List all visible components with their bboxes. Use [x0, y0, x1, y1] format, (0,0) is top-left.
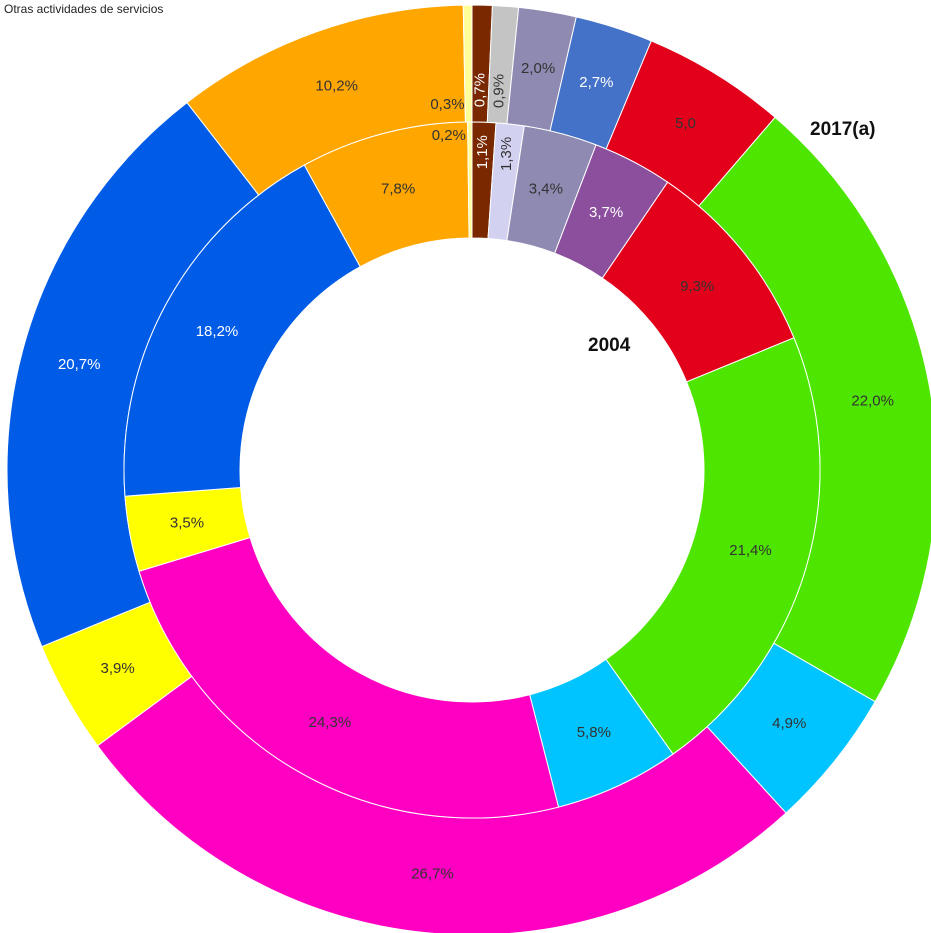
data-label: 26,7%	[411, 866, 454, 883]
data-label: 2,7%	[579, 74, 613, 91]
data-label: 0,7%	[471, 73, 488, 107]
data-label: 5,0	[675, 115, 696, 132]
data-label: 3,9%	[101, 660, 135, 677]
series-label: 2017(a)	[810, 119, 876, 140]
data-label: 18,2%	[196, 323, 239, 340]
data-label: 24,3%	[309, 714, 352, 731]
data-label: 0,3%	[430, 96, 464, 113]
series-label: 2004	[588, 335, 631, 356]
data-label: 10,2%	[315, 78, 358, 95]
data-label: 1,3%	[498, 137, 515, 171]
data-label: 4,9%	[772, 715, 806, 732]
donut-slice	[123, 164, 361, 497]
data-label: 21,4%	[729, 542, 772, 559]
donut-slice	[605, 337, 821, 755]
data-label: 1,1%	[474, 135, 491, 169]
data-label: 22,0%	[851, 392, 894, 409]
data-label: 20,7%	[58, 356, 101, 373]
donut-slice	[138, 536, 560, 819]
data-label: 9,3%	[680, 278, 714, 295]
donut-slice	[467, 121, 473, 239]
data-label: 0,2%	[432, 127, 466, 144]
data-label: 3,7%	[589, 204, 623, 221]
data-label: 3,4%	[529, 181, 563, 198]
data-label: 0,9%	[490, 74, 507, 108]
data-label: 3,5%	[170, 514, 204, 531]
annotation: Otras actividades de servicios	[4, 2, 163, 16]
data-label: 5,8%	[577, 724, 611, 741]
data-label: 2,0%	[521, 60, 555, 77]
data-label: 7,8%	[381, 181, 415, 198]
